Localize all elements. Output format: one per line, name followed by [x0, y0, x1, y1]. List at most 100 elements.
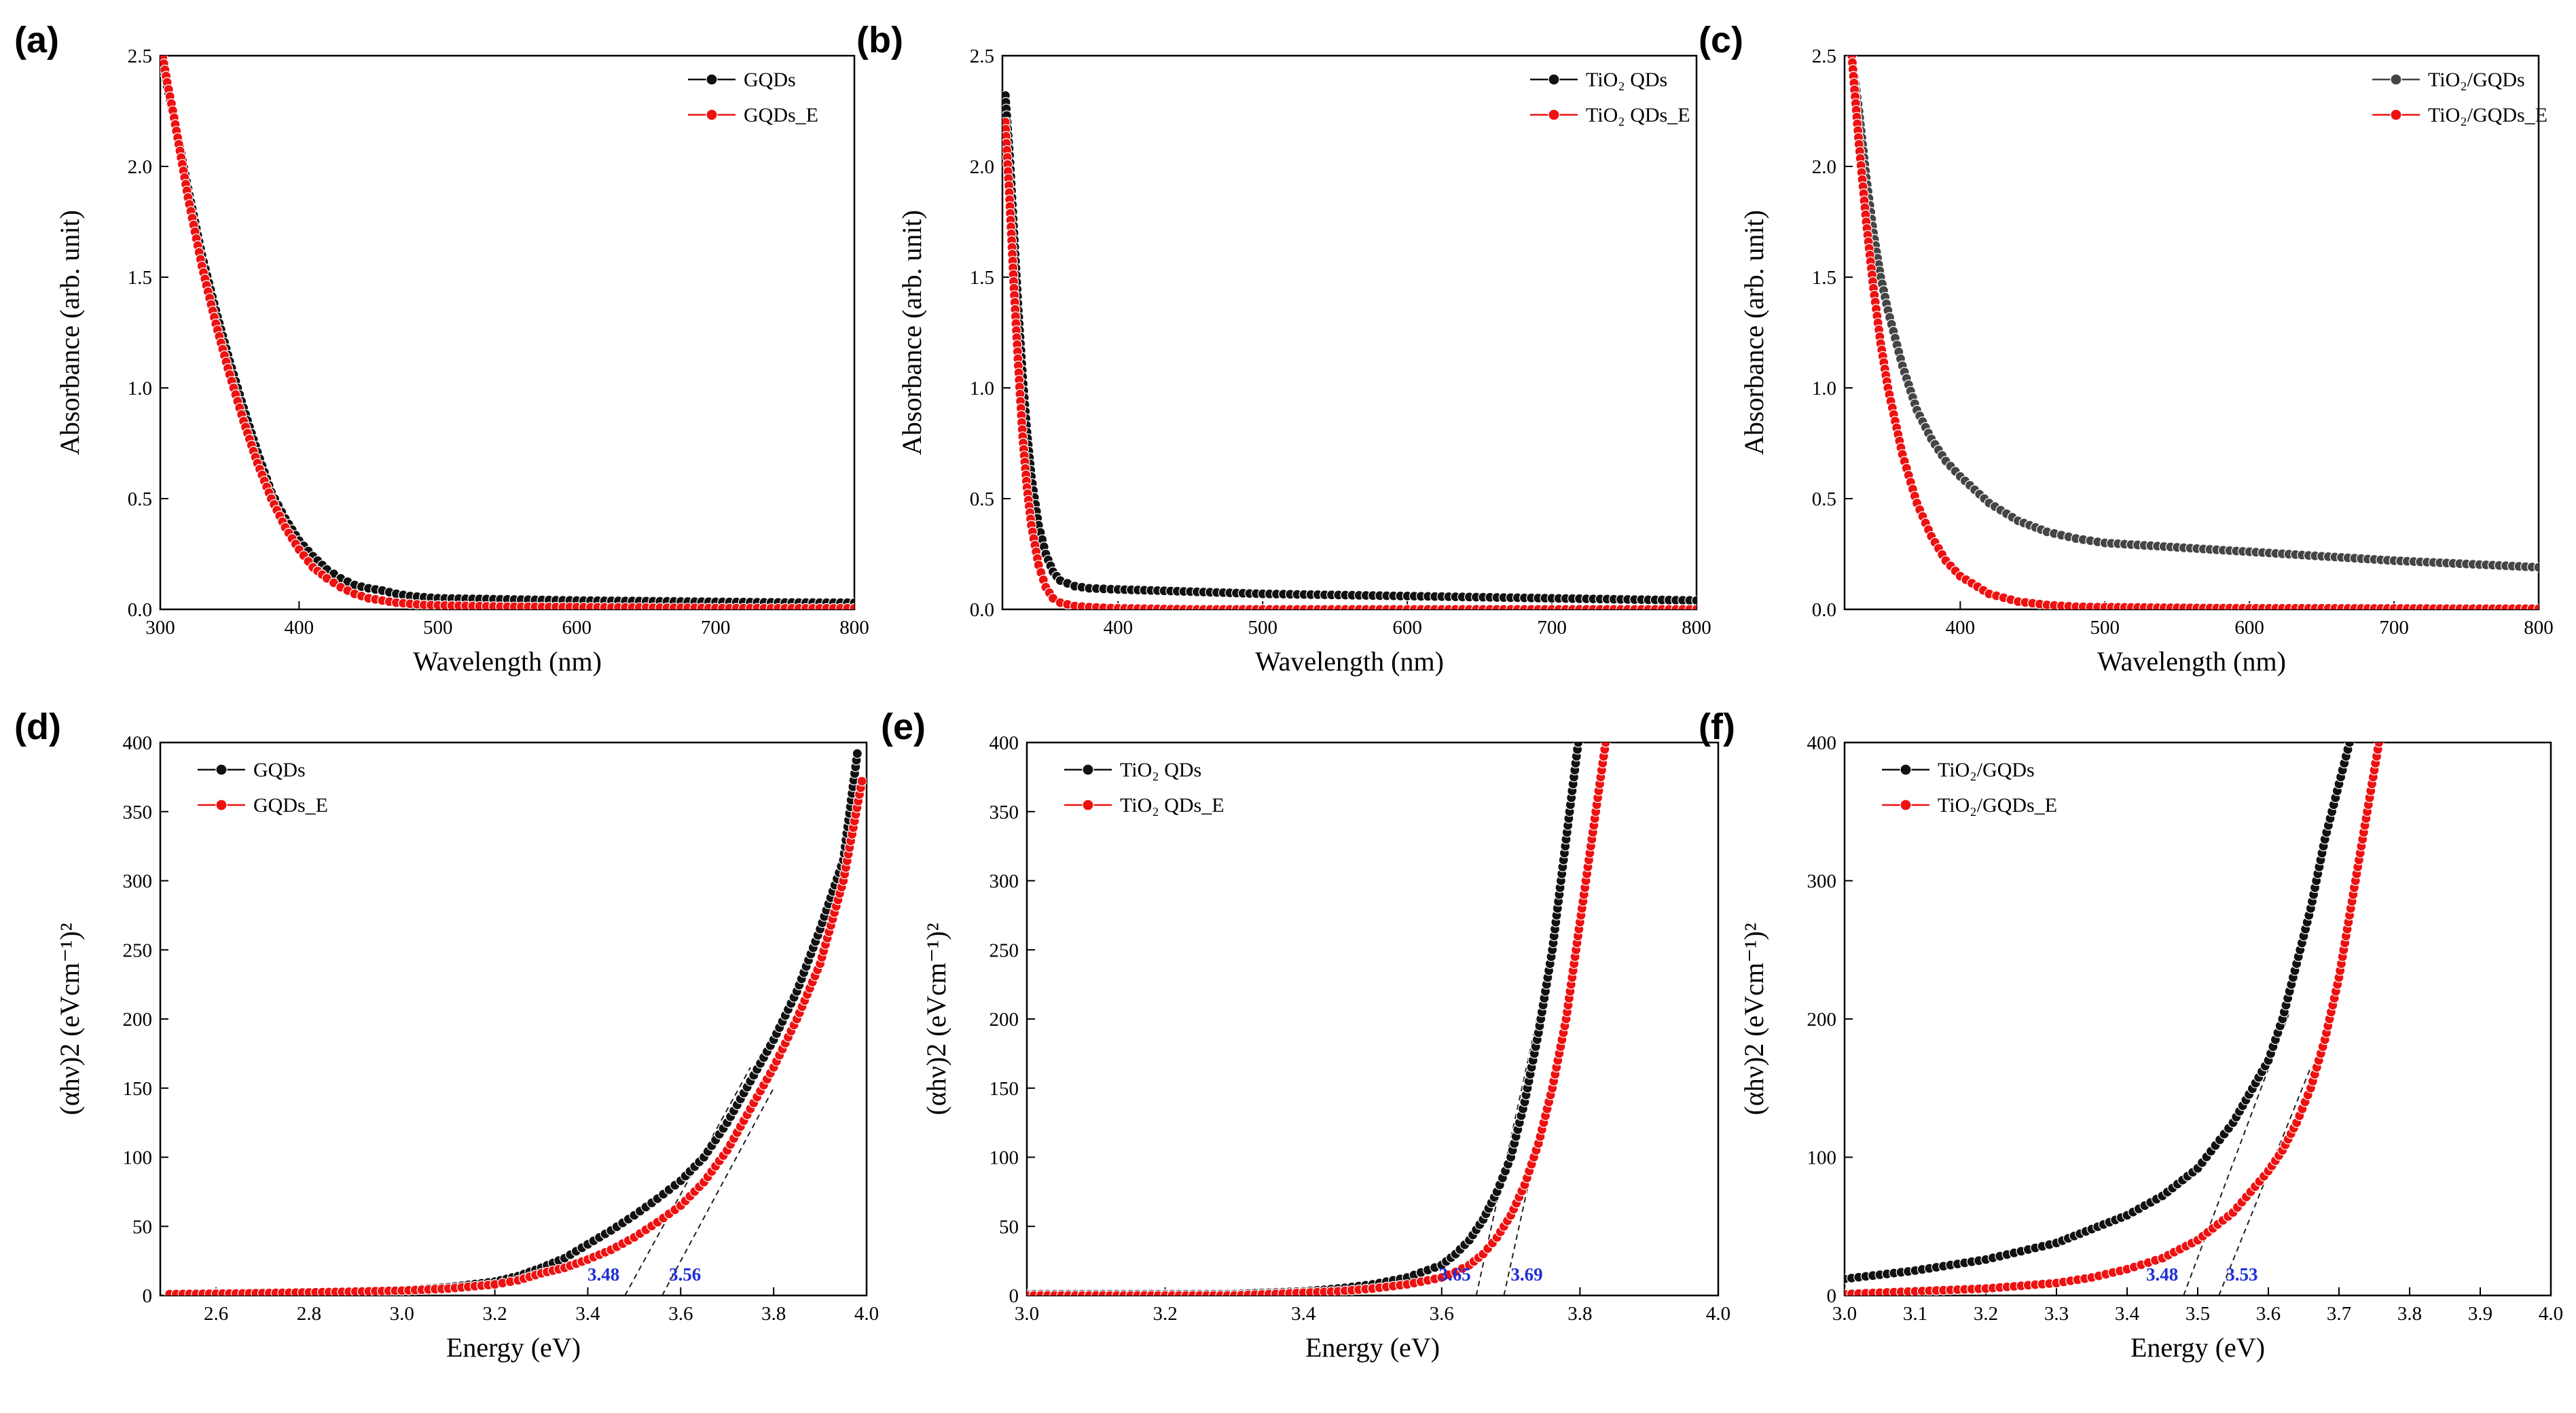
- y-tick-label: 50: [999, 1216, 1019, 1238]
- legend-label: GQDs_E: [744, 104, 818, 126]
- x-tick-label: 3.1: [1903, 1303, 1927, 1325]
- y-tick-label: 100: [990, 1147, 1019, 1169]
- data-point: [849, 603, 854, 609]
- x-tick-label: 500: [2090, 617, 2120, 639]
- series-line: [1845, 743, 2351, 1280]
- y-tick-label: 300: [1807, 871, 1837, 893]
- panel-f: (f) 3.0 3.1 3.2 3.3 3.4 3.5 3.6 3.7 3.8 3.9 4.0 0 100…: [1699, 706, 2563, 1363]
- y-tick-label: 300: [990, 871, 1019, 893]
- x-tick-label: 2.6: [204, 1303, 228, 1325]
- y-tick-label: 400: [123, 732, 153, 754]
- x-axis-label: Wavelength (nm): [1255, 646, 1444, 677]
- legend: TiO₂/GQDs TiO₂/GQDs_E: [1882, 759, 2057, 817]
- plot-frame: [1026, 741, 1720, 1297]
- panel-label: (e): [881, 706, 926, 747]
- legend: GQDs GQDs_E: [688, 69, 818, 126]
- x-tick-label: 400: [285, 617, 314, 639]
- x-axis-label: Energy (eV): [1305, 1332, 1440, 1363]
- x-tick-label: 4.0: [1706, 1303, 1730, 1325]
- data-point: [1575, 724, 1584, 734]
- panel-label: (f): [1699, 706, 1735, 747]
- bandgap-annotation: 3.53: [2226, 1264, 2257, 1285]
- x-tick-label: 2.8: [297, 1303, 321, 1325]
- x-tick-label: 300: [145, 617, 175, 639]
- y-tick-label: 2.0: [128, 156, 152, 178]
- series-1: [164, 776, 867, 1295]
- x-tick-label: 3.8: [1567, 1303, 1592, 1325]
- x-tick-label: 800: [839, 617, 869, 639]
- series-line: [1004, 95, 1697, 602]
- x-tick-label: 3.7: [2327, 1303, 2351, 1325]
- y-tick-label: 1.0: [970, 378, 994, 399]
- legend-marker: [2390, 109, 2402, 121]
- y-tick-label: 250: [123, 940, 153, 961]
- x-tick-label: 500: [423, 617, 453, 639]
- data-point: [2348, 724, 2358, 734]
- legend-marker: [706, 109, 718, 121]
- series-line: [160, 56, 854, 604]
- x-tick-label: 4.0: [2539, 1303, 2563, 1325]
- bandgap-annotation: 3.56: [669, 1264, 701, 1285]
- data-point: [1691, 595, 1697, 606]
- x-tick-label: 3.5: [2185, 1303, 2210, 1325]
- y-tick-label: 200: [990, 1009, 1019, 1031]
- data-point: [2346, 731, 2356, 740]
- series-line: [169, 781, 863, 1295]
- legend-label: GQDs_E: [253, 794, 328, 817]
- tangent-line: [661, 1088, 775, 1295]
- legend-marker: [1548, 109, 1560, 121]
- series-0: [1847, 56, 2539, 573]
- x-tick-label: 3.9: [2468, 1303, 2492, 1325]
- panel-label: (c): [1699, 20, 1743, 60]
- x-tick-label: 700: [1537, 617, 1567, 639]
- panel-b: (b) 400 500 600 700 800 0.0 0.5 1.0 1.5 2.0 2.5 Wave…: [856, 20, 1711, 677]
- y-tick-label: 200: [1807, 1009, 1837, 1031]
- bandgap-annotation: 3.65: [1438, 1264, 1470, 1285]
- legend-label: TiO₂ QDs: [1120, 759, 1201, 781]
- x-tick-label: 600: [2234, 617, 2264, 639]
- panel-a: (a) 300 400 500 600 700 800 0.0 0.5 1.0 1.5 2.0 2.5 W…: [14, 20, 869, 677]
- legend-label: TiO₂ QDs_E: [1120, 794, 1224, 817]
- x-tick-label: 700: [701, 617, 731, 639]
- y-tick-label: 0: [1827, 1285, 1837, 1307]
- y-tick-label: 2.0: [970, 156, 994, 178]
- series-line: [1851, 56, 2539, 609]
- y-tick-label: 150: [990, 1078, 1019, 1100]
- plot-frame: [1001, 54, 1698, 611]
- legend-label: GQDs: [744, 69, 796, 91]
- panel-c: (c) 400 500 600 700 800 0.0 0.5 1.0 1.5 2.0 2.5 Wave…: [1699, 20, 2554, 677]
- panel-label: (d): [14, 706, 61, 747]
- y-tick-label: 2.5: [1812, 46, 1836, 67]
- data-point: [856, 776, 867, 787]
- legend-marker: [706, 73, 718, 86]
- legend-marker: [215, 799, 228, 811]
- legend: TiO₂/GQDs TiO₂/GQDs_E: [2372, 69, 2547, 126]
- bandgap-annotation: 3.48: [2146, 1264, 2178, 1285]
- y-tick-label: 300: [123, 871, 153, 893]
- y-tick-label: 0: [1009, 1285, 1019, 1307]
- data-point: [1574, 731, 1584, 740]
- plot-frame: [1843, 54, 2540, 611]
- series-0: [160, 56, 854, 608]
- x-axis-label: Energy (eV): [446, 1332, 581, 1363]
- y-axis-label: Absorbance (arb. unit): [896, 210, 927, 455]
- panel-label: (a): [14, 20, 59, 60]
- y-tick-label: 0.5: [1812, 488, 1836, 510]
- y-tick-label: 2.5: [128, 46, 152, 67]
- bandgap-annotation: 3.48: [587, 1264, 619, 1285]
- x-tick-label: 3.4: [1291, 1303, 1316, 1325]
- data-point: [1603, 724, 1612, 734]
- y-tick-label: 400: [1807, 732, 1837, 754]
- series-1: [1847, 56, 2539, 609]
- y-tick-label: 50: [132, 1216, 152, 1238]
- legend-label: TiO₂/GQDs_E: [2428, 104, 2547, 126]
- data-point: [2376, 731, 2385, 740]
- x-tick-label: 3.0: [1015, 1303, 1039, 1325]
- series-line: [1004, 122, 1697, 609]
- data-point: [2376, 724, 2386, 734]
- x-tick-label: 600: [1392, 617, 1422, 639]
- y-axis-label: (αhν)2 (eVcm⁻¹)²: [921, 923, 951, 1115]
- x-tick-label: 700: [2379, 617, 2409, 639]
- y-axis-label: (αhν)2 (eVcm⁻¹)²: [1739, 923, 1769, 1115]
- series-1: [1027, 724, 1612, 1295]
